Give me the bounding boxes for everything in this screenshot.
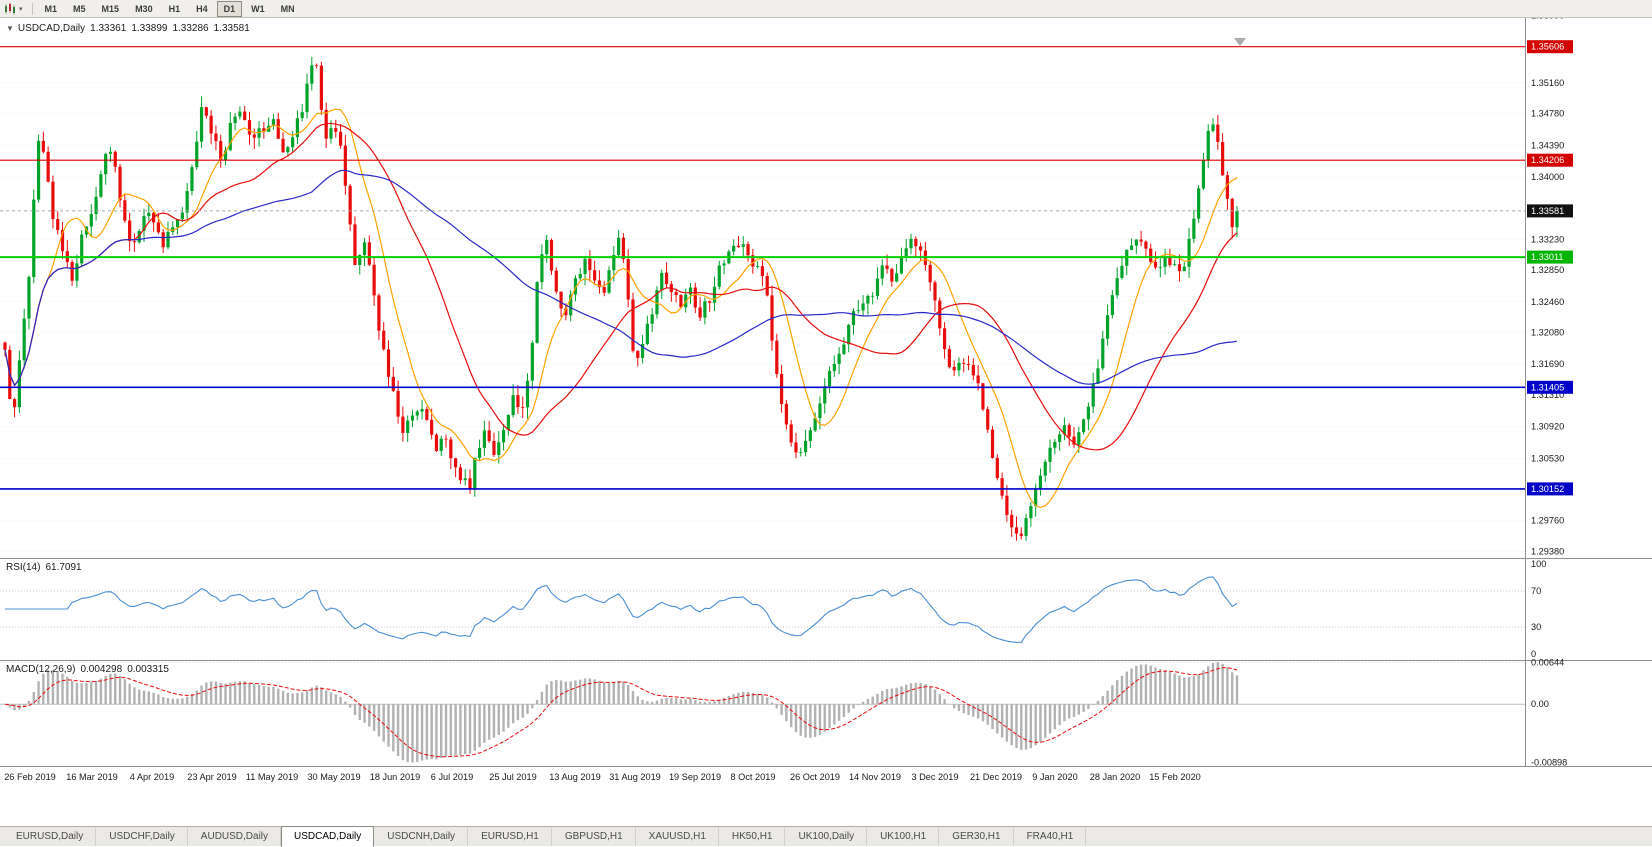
rsi-line	[5, 576, 1238, 643]
svg-text:9 Jan 2020: 9 Jan 2020	[1032, 772, 1077, 782]
svg-text:15 Feb 2020: 15 Feb 2020	[1149, 772, 1201, 782]
horizontal-levels[interactable]	[0, 46, 1525, 490]
candlestick-chart-icon	[5, 2, 15, 15]
moving-average-65	[4, 169, 1238, 387]
moving-average-28	[4, 122, 1238, 451]
collapse-chart-icon[interactable]: ▼	[6, 24, 14, 33]
timeframe-button-M30[interactable]: M30	[135, 3, 153, 14]
timeframe-button-MN[interactable]: MN	[280, 3, 295, 14]
svg-text:1.33011: 1.33011	[1531, 252, 1564, 262]
toolbar-separator	[31, 2, 33, 15]
svg-text:3 Dec 2019: 3 Dec 2019	[912, 772, 959, 782]
svg-text:1.30152: 1.30152	[1531, 484, 1564, 494]
timeframe-button-D1[interactable]: D1	[216, 0, 243, 17]
svg-text:26 Oct 2019: 26 Oct 2019	[790, 772, 840, 782]
svg-text:1.31405: 1.31405	[1531, 382, 1564, 392]
svg-text:11 May 2019: 11 May 2019	[246, 772, 298, 782]
moving-average-10	[4, 108, 1238, 509]
svg-text:1.32080: 1.32080	[1531, 328, 1564, 338]
svg-text:1.35160: 1.35160	[1531, 78, 1564, 88]
timeframe-button-M15[interactable]: M15	[101, 3, 120, 14]
tab-usdcad-daily[interactable]: USDCAD,Daily	[281, 826, 375, 847]
tab-uk100-daily[interactable]: UK100,Daily	[785, 826, 868, 846]
svg-text:1.34000: 1.34000	[1531, 172, 1564, 182]
tab-eurusd-h1[interactable]: EURUSD,H1	[468, 826, 552, 846]
rsi-axis: 100 70 30 0	[1531, 559, 1546, 659]
svg-text:100: 100	[1531, 559, 1546, 569]
chart-type-icon[interactable]	[4, 2, 18, 15]
date-axis[interactable]: 26 Feb 2019 16 Mar 2019 4 Apr 2019 23 Apr 2…	[4, 772, 1201, 782]
price-axis[interactable]: 1.35990 1.35160 1.34780 1.34390 1.34000 1.332…	[1531, 18, 1564, 557]
tab-eurusd-daily[interactable]: EURUSD,Daily	[3, 826, 97, 846]
svg-text:1.34206: 1.34206	[1531, 155, 1564, 165]
macd-axis: 0.00644 0.00 -0.00898	[1531, 657, 1567, 767]
price-axis-badges: 1.35606 1.34206 1.33581 1.33011 1.31405 1.301…	[1527, 40, 1573, 496]
timeframe-toolbar: ▾ M1 M5 M15 M30 H1 H4 D1 W1 MN	[0, 0, 1652, 18]
svg-text:1.34390: 1.34390	[1531, 140, 1564, 150]
svg-text:70: 70	[1531, 586, 1541, 596]
rsi-gridlines	[0, 590, 1525, 628]
timeframe-button-M1[interactable]: M1	[44, 3, 58, 14]
svg-text:1.32850: 1.32850	[1531, 265, 1564, 275]
svg-text:0.00: 0.00	[1531, 699, 1549, 709]
svg-text:14 Nov 2019: 14 Nov 2019	[849, 772, 901, 782]
svg-text:1.33230: 1.33230	[1531, 234, 1564, 244]
svg-text:1.29760: 1.29760	[1531, 516, 1564, 526]
macd-histogram	[8, 662, 1239, 763]
svg-text:13 Aug 2019: 13 Aug 2019	[549, 772, 601, 782]
svg-text:1.35606: 1.35606	[1531, 42, 1564, 52]
caret-down-icon[interactable]: ▾	[19, 5, 23, 13]
candlesticks	[3, 56, 1239, 541]
tab-xauusd-h1[interactable]: XAUUSD,H1	[636, 826, 719, 846]
svg-text:16 Mar 2019: 16 Mar 2019	[66, 772, 118, 782]
svg-text:8 Oct 2019: 8 Oct 2019	[731, 772, 776, 782]
svg-text:-0.00898: -0.00898	[1531, 758, 1567, 768]
svg-text:1.34780: 1.34780	[1531, 109, 1564, 119]
tab-gbpusd-h1[interactable]: GBPUSD,H1	[552, 826, 636, 846]
price-chart-canvas[interactable]: 1.35990 1.35160 1.34780 1.34390 1.34000 1.332…	[0, 18, 1652, 826]
timeframe-button-H1[interactable]: H1	[168, 3, 181, 14]
timeframe-button-W1[interactable]: W1	[251, 3, 265, 14]
svg-text:1.29380: 1.29380	[1531, 547, 1564, 557]
chart-shift-marker-icon[interactable]	[1234, 38, 1246, 46]
svg-text:21 Dec 2019: 21 Dec 2019	[970, 772, 1022, 782]
timeframe-buttons: M1 M5 M15 M30 H1 H4 D1 W1 MN	[38, 0, 302, 17]
svg-text:1.31310: 1.31310	[1531, 390, 1564, 400]
svg-text:1.31690: 1.31690	[1531, 359, 1564, 369]
svg-text:1.35990: 1.35990	[1531, 18, 1564, 21]
tab-usdcnh-daily[interactable]: USDCNH,Daily	[374, 826, 469, 846]
svg-text:30: 30	[1531, 622, 1541, 632]
svg-text:19 Sep 2019: 19 Sep 2019	[669, 772, 721, 782]
svg-text:4 Apr 2019: 4 Apr 2019	[130, 772, 174, 782]
tab-hk50-h1[interactable]: HK50,H1	[719, 826, 786, 846]
svg-text:6 Jul 2019: 6 Jul 2019	[431, 772, 473, 782]
svg-text:18 Jun 2019: 18 Jun 2019	[370, 772, 421, 782]
svg-text:28 Jan 2020: 28 Jan 2020	[1090, 772, 1141, 782]
macd-signal-line	[4, 667, 1238, 758]
svg-text:25 Jul 2019: 25 Jul 2019	[489, 772, 537, 782]
svg-text:26 Feb 2019: 26 Feb 2019	[4, 772, 56, 782]
tab-uk100-h1[interactable]: UK100,H1	[867, 826, 940, 846]
svg-text:1.32460: 1.32460	[1531, 297, 1564, 307]
pane-separators[interactable]	[0, 558, 1652, 767]
svg-text:23 Apr 2019: 23 Apr 2019	[187, 772, 237, 782]
timeframe-button-M5[interactable]: M5	[73, 3, 86, 14]
tab-ger30-h1[interactable]: GER30,H1	[939, 826, 1014, 846]
svg-text:0.00644: 0.00644	[1531, 657, 1564, 667]
timeframe-button-H4[interactable]: H4	[196, 3, 208, 14]
svg-text:30 May 2019: 30 May 2019	[307, 772, 360, 782]
svg-text:1.30530: 1.30530	[1531, 453, 1564, 463]
svg-text:1.33581: 1.33581	[1531, 206, 1564, 216]
chart-window: 1.35990 1.35160 1.34780 1.34390 1.34000 1.332…	[0, 18, 1652, 826]
chart-tabs-bar: EURUSD,Daily USDCHF,Daily AUDUSD,Daily USDC…	[0, 826, 1652, 847]
svg-text:0: 0	[1531, 649, 1536, 659]
tab-audusd-daily[interactable]: AUDUSD,Daily	[188, 826, 282, 846]
svg-text:1.30920: 1.30920	[1531, 422, 1564, 432]
svg-text:31 Aug 2019: 31 Aug 2019	[609, 772, 661, 782]
tab-fra40-h1[interactable]: FRA40,H1	[1014, 826, 1087, 846]
tab-usdchf-daily[interactable]: USDCHF,Daily	[96, 826, 188, 846]
